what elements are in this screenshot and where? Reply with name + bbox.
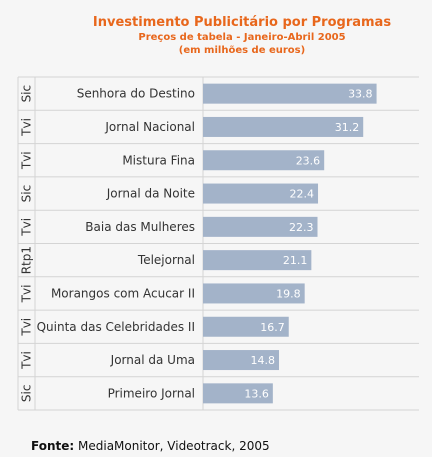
unit-note: (em milhões de euros) xyxy=(178,45,306,56)
category-label: Jornal da Uma xyxy=(110,353,195,367)
data-label: 21.1 xyxy=(283,254,308,267)
data-label: 19.8 xyxy=(276,287,301,300)
group-label: Tvi xyxy=(20,351,34,370)
chart-title: Investimento Publicitário por Programas xyxy=(92,15,392,30)
group-label: Sic xyxy=(20,385,34,403)
category-label: Telejornal xyxy=(137,253,195,267)
category-label: Jornal Nacional xyxy=(104,120,195,134)
data-label: 16.7 xyxy=(260,321,285,334)
data-label: 14.8 xyxy=(251,354,276,367)
category-label: Jornal da Noite xyxy=(106,187,195,201)
bar xyxy=(203,283,305,304)
source-note: Fonte: MediaMonitor, Videotrack, 2005 xyxy=(31,439,270,453)
bar xyxy=(203,250,312,271)
group-label: Rtp1 xyxy=(20,246,34,274)
category-label: Baia das Mulheres xyxy=(85,220,195,234)
group-label: Sic xyxy=(20,185,34,203)
group-label: Tvi xyxy=(20,285,34,304)
group-label: Tvi xyxy=(20,318,34,337)
category-label: Morangos com Acucar II xyxy=(51,286,195,300)
data-label: 31.2 xyxy=(335,121,360,134)
group-label: Sic xyxy=(20,85,34,103)
group-label: Tvi xyxy=(20,151,34,170)
data-label: 23.6 xyxy=(296,154,321,167)
bar xyxy=(203,350,279,371)
data-label: 22.4 xyxy=(290,188,315,201)
category-label: Quinta das Celebridades II xyxy=(37,320,195,334)
bar xyxy=(203,83,377,104)
bar xyxy=(203,383,273,404)
bar-chart: Sic Senhora do Destino 33.8 Tvi Jornal Nacio… xyxy=(17,76,419,411)
bar xyxy=(203,150,325,171)
data-label: 33.8 xyxy=(348,88,373,101)
category-label: Mistura Fina xyxy=(122,153,195,167)
bar xyxy=(203,183,319,204)
data-label: 13.6 xyxy=(244,387,269,400)
source-label: Fonte: xyxy=(31,439,75,453)
group-label: Tvi xyxy=(20,118,34,137)
data-label: 22.3 xyxy=(289,221,314,234)
chart-subtitle: Preços de tabela - Janeiro-Abril 2005 xyxy=(138,32,346,43)
group-label: Tvi xyxy=(20,218,34,237)
source-text: MediaMonitor, Videotrack, 2005 xyxy=(78,439,270,453)
category-label: Primeiro Jornal xyxy=(108,386,195,400)
category-label: Senhora do Destino xyxy=(77,87,195,101)
bar xyxy=(203,316,289,337)
bar xyxy=(203,216,318,237)
bar xyxy=(203,116,364,137)
